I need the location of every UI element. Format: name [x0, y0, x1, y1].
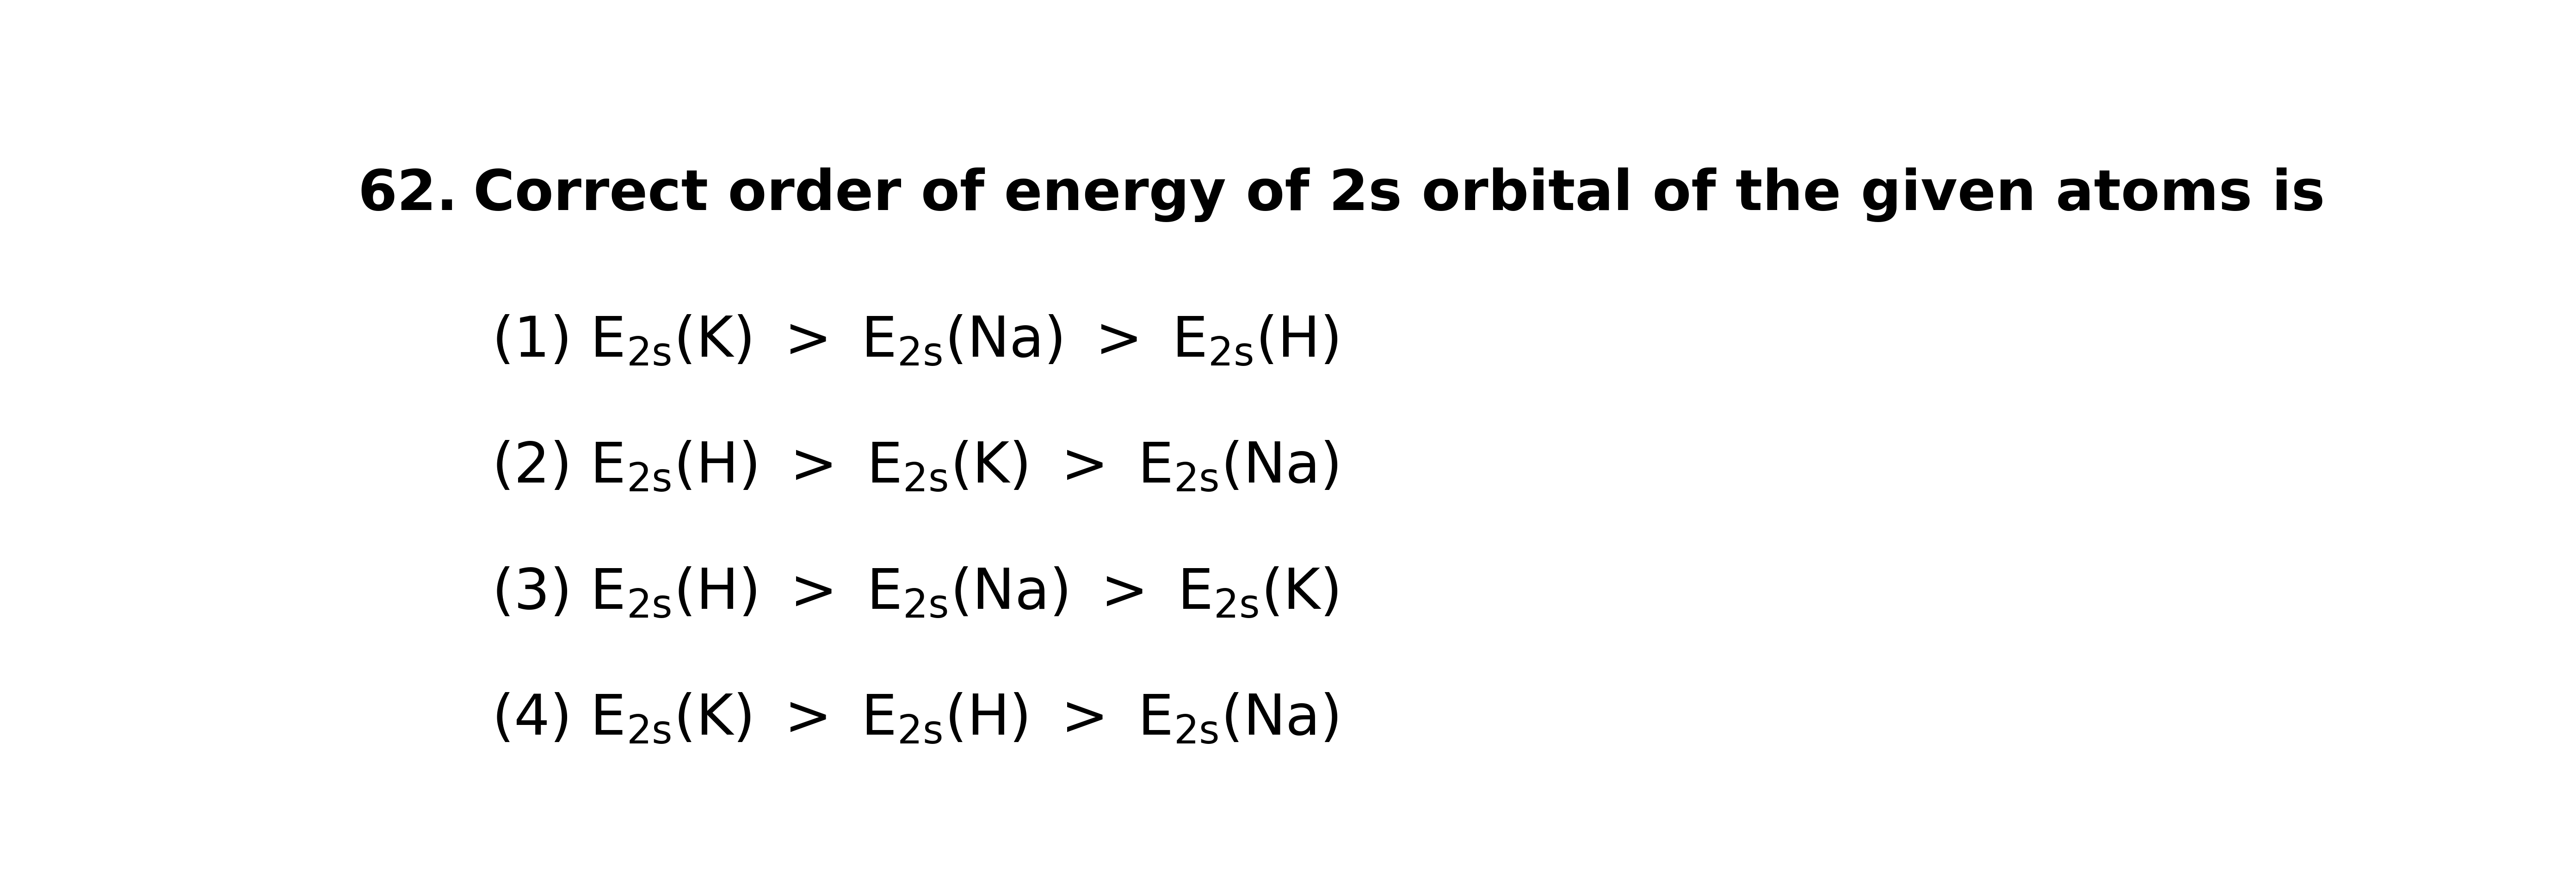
Text: Correct order of energy of 2s orbital of the given atoms is: Correct order of energy of 2s orbital of…	[433, 167, 2326, 222]
Text: $\mathrm{(1)\ E_{2s}(K)\ >\ E_{2s}(Na)\ >\ E_{2s}(H)}$: $\mathrm{(1)\ E_{2s}(K)\ >\ E_{2s}(Na)\ …	[492, 314, 1337, 368]
Text: $\mathrm{(3)\ E_{2s}(H)\ >\ E_{2s}(Na)\ >\ E_{2s}(K)}$: $\mathrm{(3)\ E_{2s}(H)\ >\ E_{2s}(Na)\ …	[492, 566, 1337, 620]
Text: $\mathrm{(4)\ E_{2s}(K)\ >\ E_{2s}(H)\ >\ E_{2s}(Na)}$: $\mathrm{(4)\ E_{2s}(K)\ >\ E_{2s}(H)\ >…	[492, 692, 1337, 746]
Text: $\mathrm{(2)\ E_{2s}(H)\ >\ E_{2s}(K)\ >\ E_{2s}(Na)}$: $\mathrm{(2)\ E_{2s}(H)\ >\ E_{2s}(K)\ >…	[492, 440, 1337, 494]
Text: 62.: 62.	[358, 167, 459, 221]
